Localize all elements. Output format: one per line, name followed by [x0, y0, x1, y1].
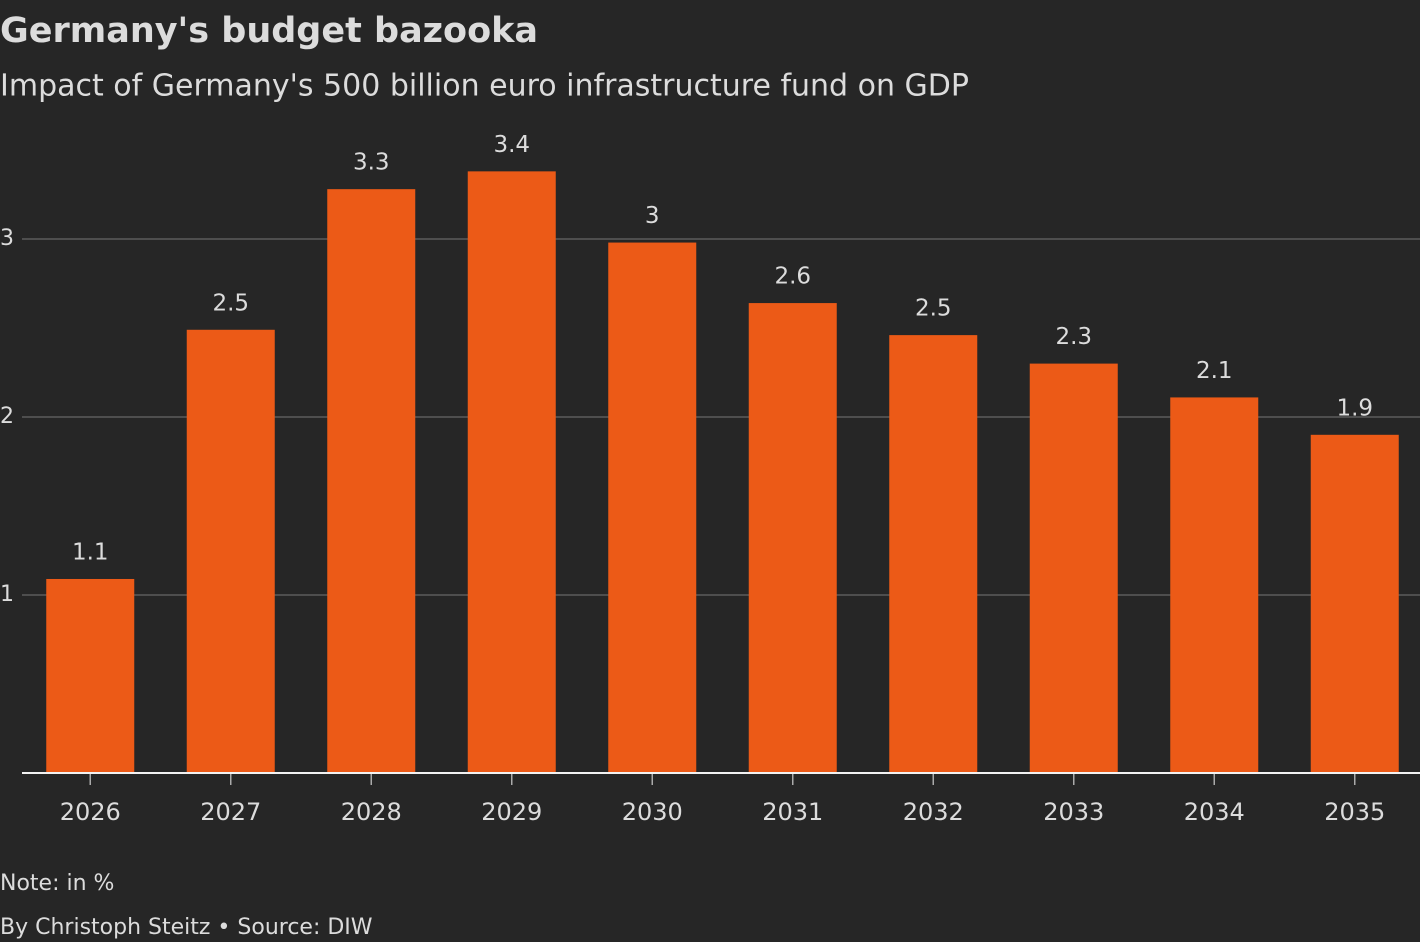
- note: Note: in %: [0, 871, 114, 896]
- x-tick-label: 2032: [903, 798, 964, 826]
- value-label: 2.6: [774, 264, 811, 290]
- x-tick-label: 2026: [60, 798, 121, 826]
- x-tick-label: 2029: [481, 798, 542, 826]
- chart-title: Germany's budget bazooka: [0, 11, 538, 51]
- bar: [186, 329, 275, 773]
- y-tick-label: 3: [0, 226, 14, 251]
- value-label: 3: [645, 203, 660, 229]
- bar: [46, 578, 135, 773]
- chart-subtitle: Impact of Germany's 500 billion euro inf…: [0, 69, 969, 104]
- x-tick-label: 2030: [622, 798, 683, 826]
- bar: [608, 242, 697, 773]
- value-label: 2.5: [915, 296, 952, 322]
- value-label: 1.1: [72, 539, 109, 565]
- y-tick-label: 2: [0, 404, 14, 429]
- x-tick-label: 2034: [1184, 798, 1245, 826]
- value-label: 2.1: [1196, 358, 1233, 384]
- bar: [1310, 434, 1399, 773]
- bar: [1029, 363, 1118, 773]
- x-tick-label: 2031: [762, 798, 823, 826]
- bar: [467, 171, 556, 774]
- value-label: 2.5: [212, 290, 249, 316]
- y-tick-label: 1: [0, 582, 14, 607]
- x-tick-label: 2033: [1043, 798, 1104, 826]
- bar: [327, 189, 416, 773]
- x-tick-label: 2027: [200, 798, 261, 826]
- bar: [748, 303, 837, 773]
- source: By Christoph Steitz • Source: DIW: [0, 915, 373, 940]
- x-tick-label: 2035: [1324, 798, 1385, 826]
- value-label: 3.3: [353, 150, 390, 176]
- bar: [1170, 397, 1259, 773]
- x-tick-label: 2028: [341, 798, 402, 826]
- value-label: 3.4: [493, 132, 530, 158]
- bar: [889, 335, 978, 773]
- value-label: 1.9: [1336, 395, 1373, 421]
- value-label: 2.3: [1055, 324, 1092, 350]
